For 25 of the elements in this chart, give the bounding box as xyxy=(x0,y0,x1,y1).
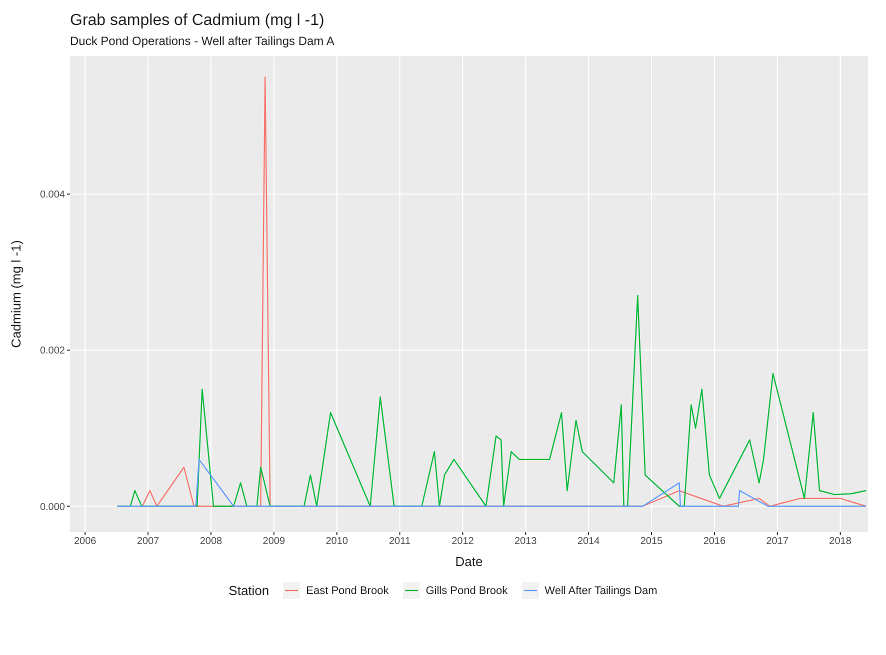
line-series xyxy=(116,458,867,507)
x-tick-label: 2011 xyxy=(389,536,411,548)
x-axis-title: Date xyxy=(455,554,483,569)
legend-label: Well After Tailings Dam xyxy=(544,584,658,596)
chart-subtitle: Duck Pond Operations - Well after Tailings Dam A xyxy=(69,33,336,48)
x-tick-label: 2014 xyxy=(577,536,600,548)
y-tick-label: 0.000 xyxy=(40,502,66,513)
legend-label: East Pond Brook xyxy=(306,584,389,596)
x-tick-label: 2010 xyxy=(326,536,348,548)
x-tick-label: 2008 xyxy=(200,536,223,548)
legend-label: Gills Pond Brook xyxy=(426,584,508,596)
x-tick-label: 2015 xyxy=(640,536,664,548)
y-tick-label: 0.004 xyxy=(40,190,66,201)
x-tick-label: 2007 xyxy=(136,536,160,548)
x-tick-label: 2013 xyxy=(514,536,538,548)
y-axis-title: Cadmium (mg l -1) xyxy=(8,240,24,348)
chart-title: Grab samples of Cadmium (mg l -1) xyxy=(69,11,326,30)
x-tick-label: 2016 xyxy=(703,536,726,548)
x-tick-label: 2012 xyxy=(452,536,474,548)
legend-title: Station xyxy=(228,583,270,598)
y-tick-label: 0.002 xyxy=(40,346,66,357)
x-tick-label: 2009 xyxy=(262,536,286,548)
x-tick-label: 2018 xyxy=(829,536,852,548)
x-tick-label: 2006 xyxy=(74,536,97,548)
x-tick-label: 2017 xyxy=(766,536,789,548)
